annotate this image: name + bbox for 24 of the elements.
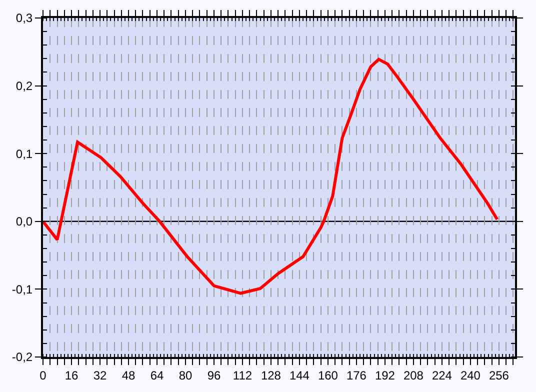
x-tick-label: 160 (318, 368, 338, 382)
x-tick-label: 224 (432, 368, 452, 382)
line-series (43, 58, 499, 295)
x-tick-label: 208 (403, 368, 424, 382)
x-tick-label: 48 (122, 368, 136, 382)
y-tick-label: 0,2 (16, 79, 33, 93)
x-tick-label: 32 (93, 368, 107, 382)
x-tick-label: 80 (178, 368, 192, 382)
y-tick-label: 0,0 (16, 214, 33, 229)
y-tick-label: 0,1 (16, 146, 33, 161)
y-tick-label: 0,3 (16, 11, 33, 26)
y-tick-label: -0,2 (12, 350, 33, 364)
x-tick-label: 64 (150, 368, 164, 382)
x-tick-label: 256 (488, 368, 510, 382)
x-tick-label: 192 (374, 368, 396, 382)
y-tick-label: -0,1 (12, 282, 33, 296)
x-tick-label: 128 (260, 368, 282, 382)
x-tick-label: 112 (232, 368, 252, 382)
x-tick-label: 176 (346, 368, 367, 382)
x-tick-label: 240 (460, 368, 481, 382)
x-tick-label: 144 (289, 368, 310, 382)
x-tick-label: 96 (207, 368, 221, 382)
x-tick-label: 16 (64, 368, 78, 382)
x-tick-label: 0 (40, 368, 47, 382)
